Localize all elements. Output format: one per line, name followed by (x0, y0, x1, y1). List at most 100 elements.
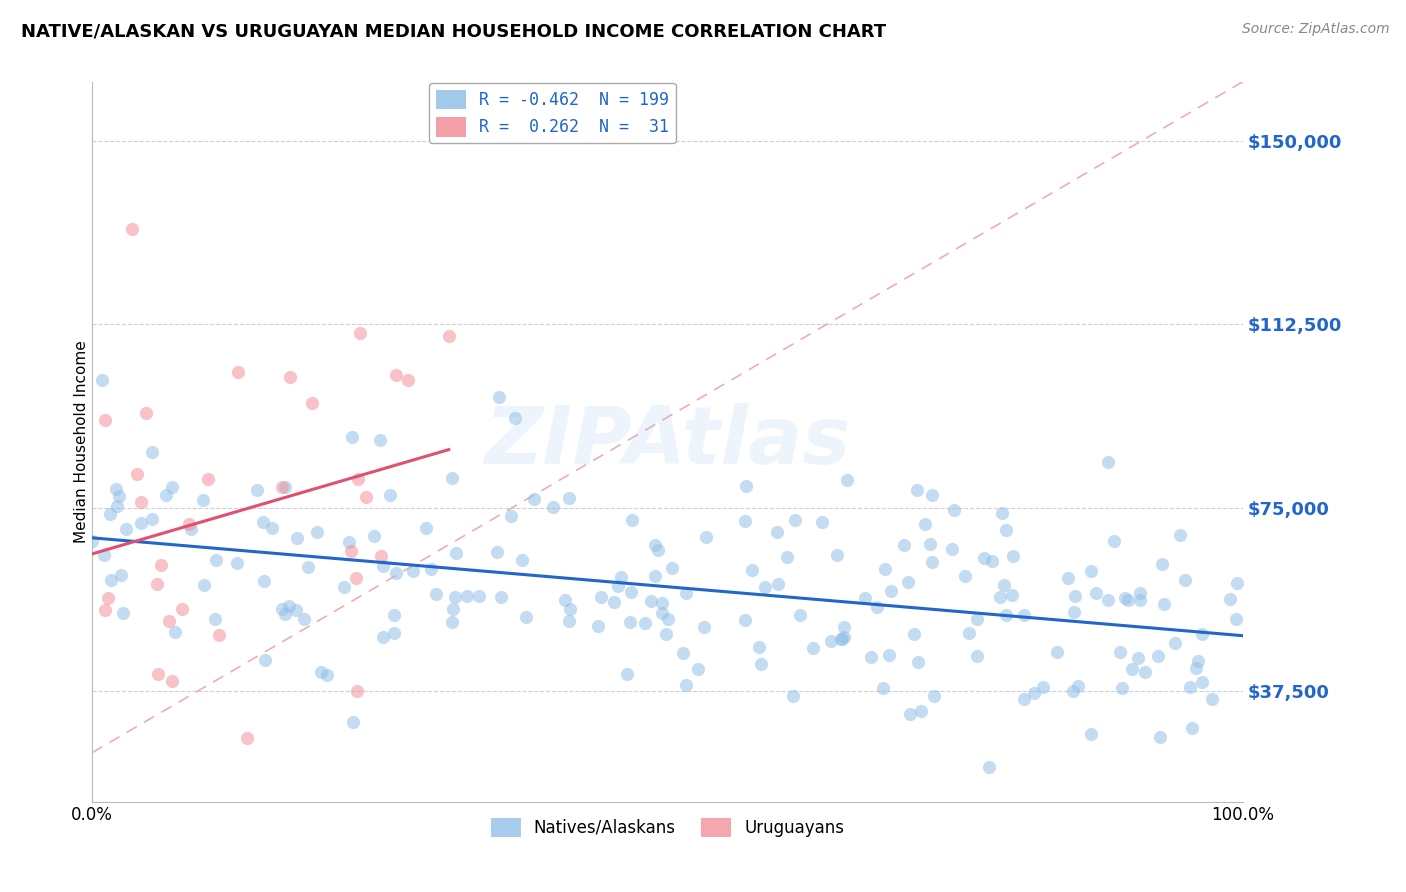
Point (1084, 586, 1107, 600)
Point (644, 538, 666, 552)
Point (1046, 645, 1069, 659)
Point (988, 591, 1011, 605)
Point (914, 517, 936, 532)
Point (93, 548, 115, 562)
Point (918, 537, 941, 551)
Point (1114, 591, 1136, 606)
Point (921, 488, 943, 502)
Point (437, 329, 460, 343)
Point (1225, 612, 1247, 626)
Point (558, 602, 581, 616)
Point (252, 516, 274, 530)
Point (1226, 576, 1249, 591)
Point (893, 538, 915, 552)
Point (385, 566, 408, 581)
Point (606, 579, 628, 593)
Point (837, 473, 859, 487)
Point (825, 548, 848, 562)
Point (191, 492, 214, 507)
Point (675, 678, 697, 692)
Point (1153, 598, 1175, 612)
Point (141, 512, 163, 526)
Point (853, 591, 876, 606)
Point (1066, 679, 1088, 693)
Legend: Natives/Alaskans, Uruguayans: Natives/Alaskans, Uruguayans (484, 811, 851, 844)
Point (193, 578, 215, 592)
Point (316, 668, 339, 682)
Point (695, 530, 717, 544)
Point (489, 590, 512, 604)
Point (609, 569, 631, 583)
Point (105, 499, 128, 513)
Point (340, 430, 363, 444)
Point (309, 665, 332, 679)
Point (382, 626, 405, 640)
Point (115, 522, 138, 536)
Point (995, 524, 1018, 538)
Point (510, 552, 533, 566)
Point (734, 514, 756, 528)
Point (675, 586, 697, 600)
Point (157, 614, 180, 628)
Point (342, 715, 364, 730)
Point (877, 648, 900, 663)
Point (246, 483, 269, 498)
Point (285, 531, 308, 545)
Point (872, 681, 894, 695)
Point (1097, 455, 1119, 469)
Point (1111, 681, 1133, 696)
Point (1001, 549, 1024, 563)
Point (197, 472, 219, 486)
Text: Source: ZipAtlas.com: Source: ZipAtlas.com (1241, 22, 1389, 37)
Point (661, 561, 683, 575)
Point (541, 500, 564, 514)
Point (905, 483, 928, 497)
Point (820, 633, 842, 648)
Point (104, 482, 127, 496)
Point (440, 470, 463, 484)
Point (875, 562, 897, 576)
Point (456, 589, 478, 603)
Point (1012, 692, 1035, 706)
Point (277, 599, 299, 614)
Point (692, 619, 714, 633)
Point (131, 495, 153, 509)
Y-axis label: Median Household Income: Median Household Income (73, 341, 89, 543)
Point (620, 584, 643, 599)
Point (444, 546, 467, 560)
Point (830, 632, 852, 647)
Point (253, 574, 276, 589)
Point (1168, 528, 1191, 542)
Point (1180, 681, 1202, 695)
Point (1129, 586, 1152, 600)
Point (1063, 606, 1085, 620)
Text: NATIVE/ALASKAN VS URUGUAYAN MEDIAN HOUSEHOLD INCOME CORRELATION CHART: NATIVE/ALASKAN VS URUGUAYAN MEDIAN HOUSE… (21, 22, 886, 40)
Point (991, 506, 1014, 520)
Point (558, 615, 581, 629)
Point (921, 555, 943, 569)
Point (1097, 593, 1119, 607)
Point (1164, 636, 1187, 650)
Point (1185, 660, 1208, 674)
Point (271, 480, 294, 494)
Point (671, 646, 693, 660)
Point (260, 520, 283, 534)
Point (586, 619, 609, 633)
Point (789, 608, 811, 623)
Point (782, 689, 804, 703)
Point (1064, 589, 1087, 603)
Point (1187, 654, 1209, 668)
Point (488, 390, 510, 404)
Point (766, 524, 789, 539)
Point (271, 601, 294, 615)
Point (349, 326, 371, 341)
Point (619, 615, 641, 630)
Point (657, 612, 679, 626)
Point (177, 516, 200, 531)
Point (973, 551, 995, 566)
Point (1057, 571, 1080, 585)
Point (94, 602, 117, 616)
Point (97, 591, 120, 606)
Point (382, 608, 405, 623)
Point (384, 368, 406, 382)
